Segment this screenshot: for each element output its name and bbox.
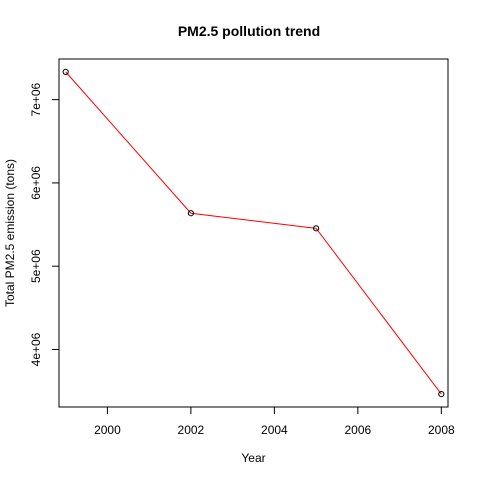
data-point (438, 391, 445, 398)
plot-frame (58, 58, 449, 408)
chart-title: PM2.5 pollution trend (178, 23, 320, 39)
x-axis-label: Year (241, 451, 265, 465)
y-tick-label: 4e+06 (29, 332, 43, 366)
series-line (65, 71, 442, 395)
x-tick-label: 2008 (428, 423, 455, 437)
y-tick-label: 7e+06 (29, 82, 43, 116)
series-layer (62, 68, 445, 398)
y-tick-label: 5e+06 (29, 249, 43, 283)
x-tick-label: 2006 (344, 423, 371, 437)
data-point (313, 225, 320, 232)
x-tick-label: 2002 (178, 423, 205, 437)
y-axis: 4e+06 5e+06 6e+06 7e+06 (29, 82, 59, 366)
data-point (62, 68, 69, 75)
data-point (187, 210, 194, 217)
y-tick-label: 6e+06 (29, 166, 43, 200)
y-axis-label: Total PM2.5 emission (tons) (3, 159, 17, 307)
x-tick-label: 2000 (94, 423, 121, 437)
x-tick-label: 2004 (261, 423, 288, 437)
x-axis: 2000 2002 2004 2006 2008 (94, 407, 455, 437)
